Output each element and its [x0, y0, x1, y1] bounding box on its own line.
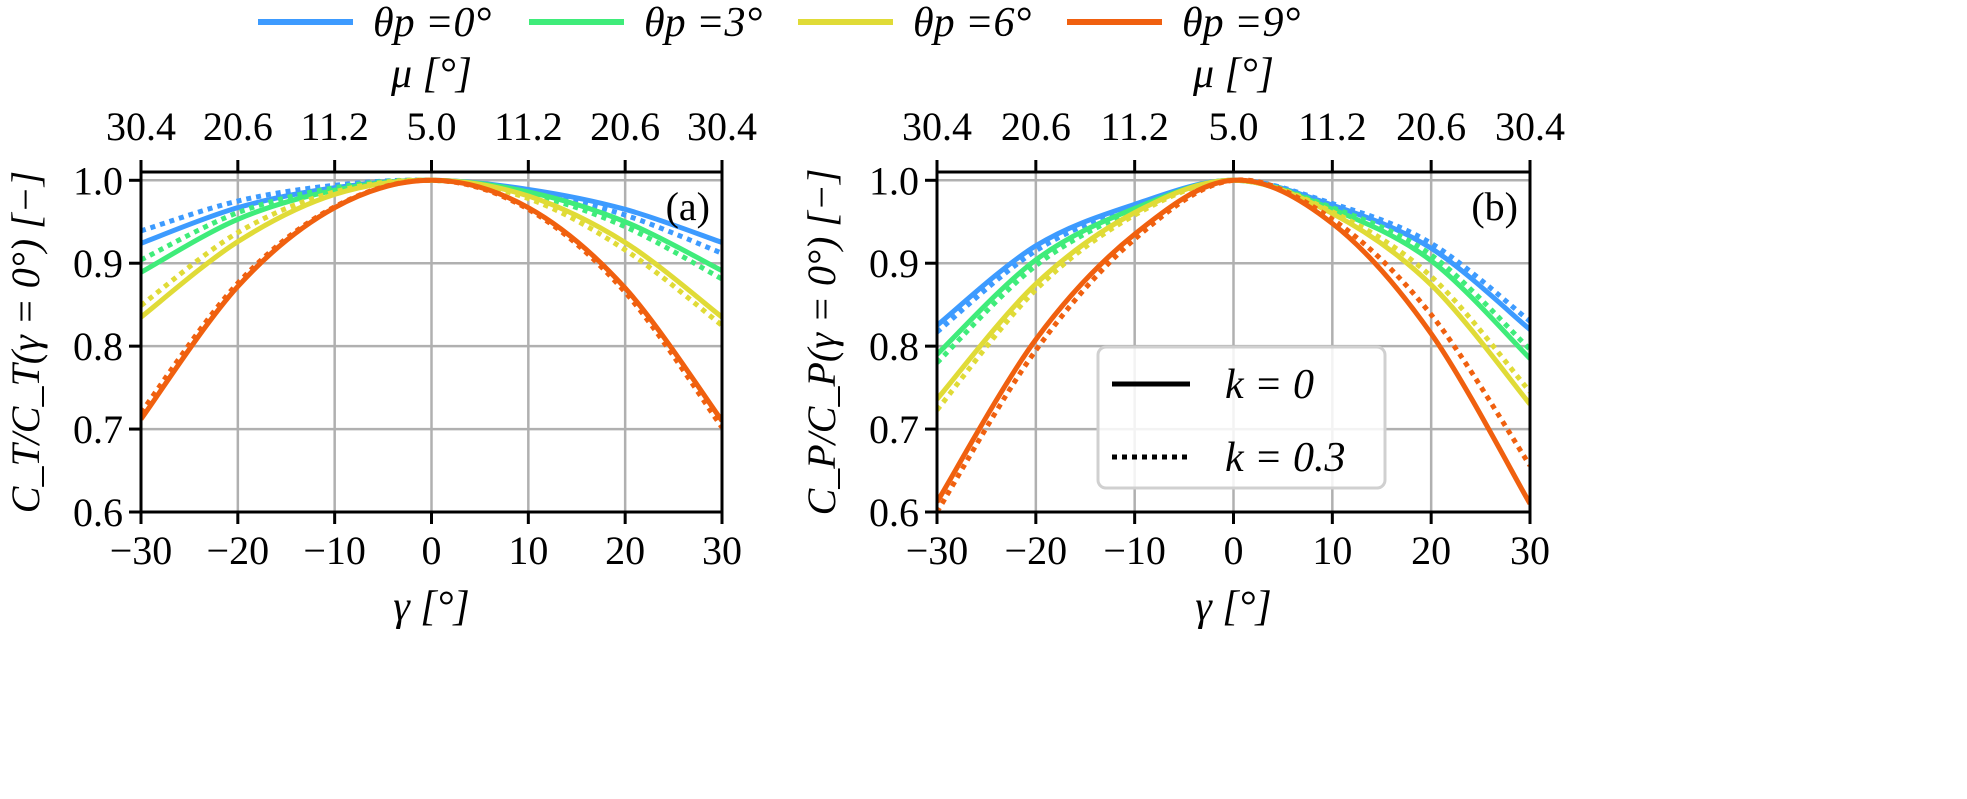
top-x-tick-label: 30.4	[902, 104, 972, 149]
x-tick-label: −30	[906, 528, 969, 573]
top-x-axis-label: μ [°]	[1192, 51, 1274, 97]
y-tick-label: 0.8	[869, 324, 919, 369]
x-tick-label: −20	[1005, 528, 1068, 573]
y-tick-label: 0.7	[869, 407, 919, 452]
panel-tag: (b)	[1471, 184, 1518, 229]
top-x-tick-label: 11.2	[1298, 104, 1367, 149]
y-tick-label: 1.0	[73, 158, 123, 203]
series-line-6	[141, 177, 722, 423]
panel-tag: (a)	[666, 184, 710, 229]
y-tick-label: 0.8	[73, 324, 123, 369]
legend-style: k = 0 k = 0.3	[1096, 345, 1387, 490]
y-tick-label: 1.0	[869, 158, 919, 203]
x-tick-label: 30	[1510, 528, 1550, 573]
x-tick-label: −10	[1103, 528, 1166, 573]
top-x-tick-label: 20.6	[1001, 104, 1071, 149]
panel-a: −30 30.4 −20 20.6 −10 11.2 0 5.0 10 11.2 20 20.6 30 3…	[3, 51, 757, 630]
series-line-7	[937, 177, 1530, 512]
legend-label-2: θp =6°	[913, 0, 1031, 46]
y-tick-label: 0.6	[73, 490, 123, 535]
legend-top: θp =0° θp =3° θp =6° θp =9°	[258, 0, 1300, 46]
panel-b: −30 30.4 −20 20.6 −10 11.2 0 5.0 10 11.2 20 20.6 30 3…	[799, 51, 1565, 630]
x-tick-label: −30	[110, 528, 173, 573]
series-line-7	[141, 177, 722, 429]
legend-label-3: θp =9°	[1182, 0, 1300, 46]
top-x-tick-label: 5.0	[1209, 104, 1259, 149]
legend-label-1: θp =3°	[644, 0, 762, 46]
x-axis-label: γ [°]	[393, 584, 470, 630]
legend-style-label-1: k = 0.3	[1225, 435, 1345, 481]
top-x-tick-label: 30.4	[687, 104, 757, 149]
top-x-tick-label: 20.6	[590, 104, 660, 149]
top-x-axis-label: μ [°]	[390, 51, 472, 97]
x-tick-label: 0	[1224, 528, 1244, 573]
top-x-tick-label: 30.4	[106, 104, 176, 149]
top-x-tick-label: 11.2	[494, 104, 563, 149]
top-x-tick-label: 30.4	[1495, 104, 1565, 149]
top-x-tick-label: 5.0	[407, 104, 457, 149]
x-tick-label: 30	[702, 528, 742, 573]
top-x-tick-label: 20.6	[1396, 104, 1466, 149]
x-tick-label: 20	[1411, 528, 1451, 573]
x-axis-label: γ [°]	[1195, 584, 1272, 630]
series-line-5	[937, 177, 1530, 412]
y-tick-label: 0.6	[869, 490, 919, 535]
y-axis-label: C_T/C_T(γ = 0°) [−]	[3, 171, 48, 513]
top-x-tick-label: 11.2	[300, 104, 369, 149]
legend-style-label-0: k = 0	[1225, 362, 1314, 408]
top-x-tick-label: 11.2	[1100, 104, 1169, 149]
x-tick-label: 20	[605, 528, 645, 573]
series-line-1	[141, 177, 722, 256]
x-tick-label: −20	[207, 528, 270, 573]
y-tick-label: 0.9	[73, 241, 123, 286]
x-tick-label: −10	[303, 528, 366, 573]
y-tick-label: 0.9	[869, 241, 919, 286]
x-tick-label: 0	[422, 528, 442, 573]
legend-label-0: θp =0°	[373, 0, 491, 46]
top-x-tick-label: 20.6	[203, 104, 273, 149]
y-axis-label: C_P/C_P(γ = 0°) [−]	[799, 169, 844, 516]
x-tick-label: 10	[508, 528, 548, 573]
y-tick-label: 0.7	[73, 407, 123, 452]
series-line-6	[937, 177, 1530, 505]
x-tick-label: 10	[1312, 528, 1352, 573]
